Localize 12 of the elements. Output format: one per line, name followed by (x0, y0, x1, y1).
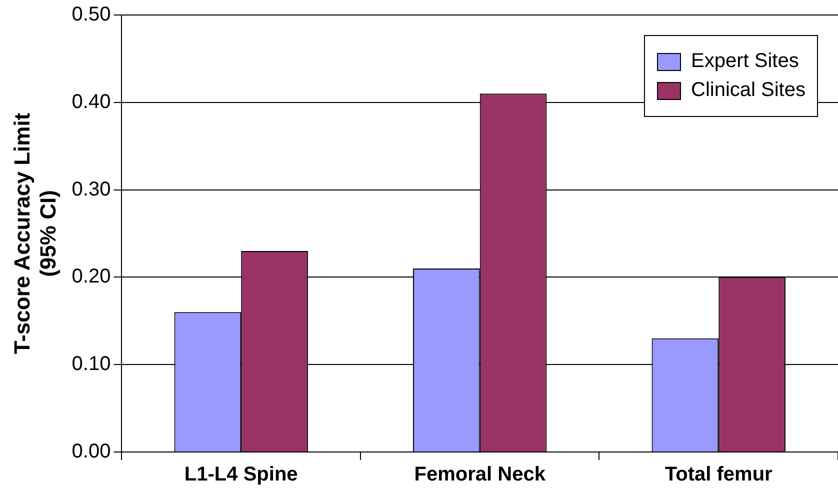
y-axis-title: T-score Accuracy Limit (95% CI) (9, 112, 61, 354)
y-tick-label: 0.20 (72, 266, 111, 288)
x-tick-label: Femoral Neck (414, 464, 546, 486)
y-tick-label: 0.40 (72, 90, 111, 113)
y-tick-label: 0.50 (72, 4, 111, 26)
legend-label: Clinical Sites (691, 79, 806, 102)
legend-label: Expert Sites (691, 50, 799, 73)
y-tick-label: 0.10 (72, 353, 111, 376)
x-tick-label: L1-L4 Spine (184, 464, 298, 486)
y-tick-label: 0.30 (72, 178, 111, 200)
x-tick-label: Total femur (664, 464, 773, 486)
y-tick-label: 0.00 (72, 440, 111, 463)
